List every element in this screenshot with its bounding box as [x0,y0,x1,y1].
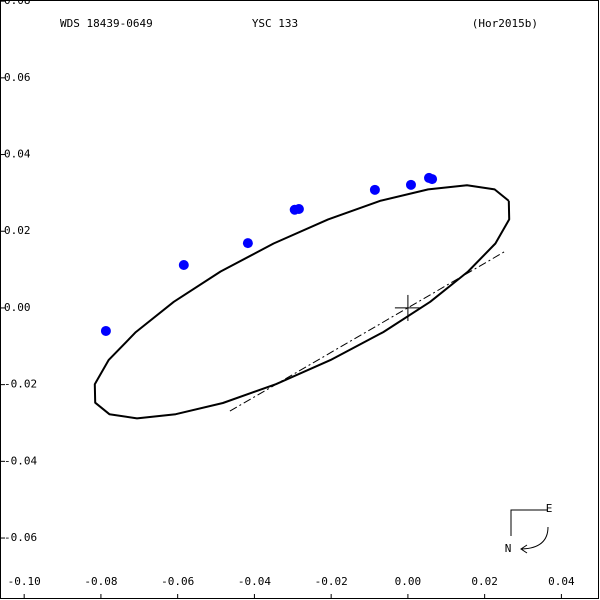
x-tick-label: 0.02 [471,575,498,588]
compass-arrow [521,526,549,550]
y-tick-label: 0.02 [4,224,31,237]
node-line [229,250,507,412]
y-tick-label: 0.04 [4,148,31,161]
x-tick-label: -0.04 [238,575,271,588]
y-tick-label: 0.06 [4,71,31,84]
x-tick-label: -0.10 [8,575,41,588]
y-tick-label: 0.00 [4,301,31,314]
observation [427,174,438,185]
observation [242,238,253,249]
chart-title: YSC 133 [252,17,298,30]
compass: E N [505,502,553,555]
observation [369,184,380,195]
x-tick-label: -0.06 [161,575,194,588]
x-tick-label: -0.02 [315,575,348,588]
y-tick-label: 0.08 [4,0,31,7]
compass-north: N [505,542,512,555]
compass-east: E [546,502,553,515]
y-tick-label: -0.06 [4,531,37,544]
compass-arrowhead [520,544,528,554]
wds-id: WDS 18439-0649 [60,17,153,30]
compass-arm [510,509,548,536]
observation [405,179,416,190]
x-tick-label: 0.04 [548,575,575,588]
observation [293,203,304,214]
y-tick-label: -0.02 [4,378,37,391]
observation [100,325,111,336]
x-tick-label: 0.00 [395,575,422,588]
reference: (Hor2015b) [472,17,538,30]
y-tick-label: -0.04 [4,454,37,467]
observation [178,259,189,270]
x-tick-label: -0.08 [84,575,117,588]
orbit [93,184,511,420]
